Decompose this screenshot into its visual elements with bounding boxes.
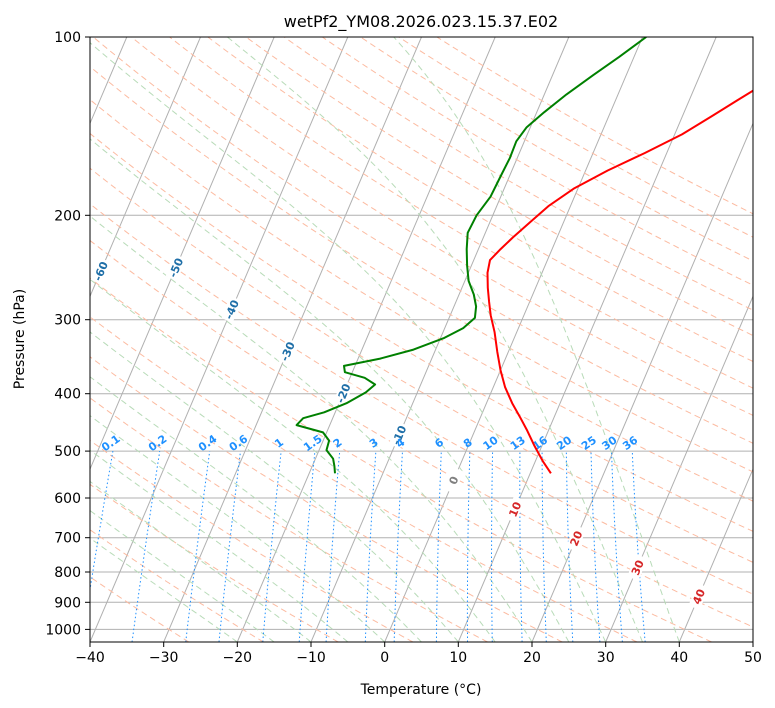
x-axis-label: Temperature (°C) bbox=[360, 682, 482, 698]
isotherm-line bbox=[90, 37, 275, 471]
isotherm-line bbox=[236, 37, 496, 642]
y-tick-label: 700 bbox=[54, 531, 81, 547]
dry-adiabat-line bbox=[90, 483, 339, 642]
dry-adiabat-line bbox=[90, 277, 712, 642]
x-tick-label: 0 bbox=[380, 650, 389, 666]
mixing-ratio-line bbox=[298, 451, 316, 642]
moist-adiabat-line bbox=[90, 376, 422, 642]
dry-adiabat-line bbox=[90, 132, 753, 532]
isotherm-label-bg bbox=[443, 466, 464, 494]
series-lines bbox=[295, 37, 753, 474]
moist-adiabat-line bbox=[90, 415, 386, 642]
mixing-ratio-line bbox=[262, 451, 282, 642]
plot-area bbox=[90, 37, 753, 642]
moist-adiabat-line bbox=[90, 449, 349, 642]
moist-adiabat-line bbox=[90, 138, 570, 642]
x-tick-label: 20 bbox=[523, 650, 541, 666]
isotherm-label-bg bbox=[688, 583, 709, 610]
dry-adiabat-line bbox=[283, 37, 753, 311]
plot-frame bbox=[89, 36, 754, 643]
moist-adiabat-line bbox=[90, 278, 496, 642]
dry-adiabat-line bbox=[90, 316, 638, 642]
dry-adiabat-line bbox=[90, 99, 753, 502]
x-tick-label: −40 bbox=[75, 650, 105, 666]
isotherm-line bbox=[90, 37, 201, 298]
dry-adiabat-line bbox=[245, 37, 753, 337]
x-tick-label: −10 bbox=[296, 650, 326, 666]
isotherm-line bbox=[163, 37, 422, 642]
isotherm-label: 20 bbox=[565, 525, 587, 552]
isotherm-label: 10 bbox=[504, 495, 526, 523]
dry-adiabat-line bbox=[92, 37, 753, 444]
y-tick-label: 1000 bbox=[45, 622, 81, 638]
mixing-ratio-line bbox=[631, 451, 646, 642]
mixing-ratio-line bbox=[131, 451, 161, 642]
moist-adiabat-line bbox=[90, 331, 459, 642]
chart-title: wetPf2_YM08.2026.023.15.37.E02 bbox=[284, 12, 558, 32]
isotherm-line bbox=[678, 467, 753, 642]
isotherm-line bbox=[384, 37, 643, 642]
y-tick-label: 100 bbox=[54, 30, 81, 46]
isotherm-label-text: 40 bbox=[690, 587, 708, 606]
x-tick-label: −20 bbox=[223, 650, 253, 666]
x-tick-label: 50 bbox=[744, 650, 762, 666]
background-lines bbox=[90, 37, 753, 642]
y-tick-label: 600 bbox=[54, 491, 81, 507]
y-axis: 100 200 300 400 500 600 700 800 900 1000 bbox=[45, 30, 90, 638]
dewpoint-line bbox=[295, 37, 647, 474]
isotherm-label-bg bbox=[565, 525, 587, 552]
isotherm-label-bg bbox=[388, 421, 410, 449]
x-tick-label: −30 bbox=[149, 650, 179, 666]
isotherm-label-bg bbox=[277, 338, 298, 365]
mixing-ratio-line bbox=[90, 451, 114, 593]
moist-adiabat-line bbox=[393, 37, 680, 642]
isotherm-label-bg bbox=[165, 254, 187, 281]
dry-adiabat-line bbox=[90, 529, 264, 642]
moist-adiabat-line bbox=[90, 480, 312, 642]
isotherm-label-bg bbox=[504, 495, 526, 523]
x-axis: −40 −30 −20 −10 0 10 20 30 40 50 bbox=[75, 642, 762, 666]
isotherm-label: 0 bbox=[443, 466, 464, 494]
dry-adiabat-line bbox=[90, 167, 753, 563]
dry-adiabat-line bbox=[90, 356, 563, 642]
dry-adiabat-line bbox=[131, 37, 753, 416]
y-tick-label: 400 bbox=[54, 387, 81, 403]
moist-adiabat-line bbox=[90, 215, 533, 642]
y-tick-label: 200 bbox=[54, 208, 81, 224]
moist-adiabat-line bbox=[90, 42, 607, 642]
isotherm-line bbox=[605, 295, 753, 642]
x-tick-label: 10 bbox=[449, 650, 467, 666]
x-tick-label: 40 bbox=[670, 650, 688, 666]
mixing-ratio-line bbox=[185, 451, 211, 642]
x-tick-label: 30 bbox=[597, 650, 615, 666]
isotherm-label-bg bbox=[333, 379, 354, 407]
mixing-ratio-line bbox=[218, 451, 241, 642]
y-tick-label: 300 bbox=[54, 313, 81, 329]
isotherm-label-bg bbox=[221, 296, 242, 323]
temperature-line bbox=[486, 89, 753, 474]
y-tick-label: 900 bbox=[54, 595, 81, 611]
isotherm-label-bg bbox=[627, 554, 648, 581]
y-axis-label: Pressure (hPa) bbox=[12, 289, 28, 389]
y-tick-label: 800 bbox=[54, 565, 81, 581]
isotherm-label-text: 20 bbox=[568, 529, 586, 548]
isotherm-label-text: 10 bbox=[506, 500, 524, 519]
isotherm-label-text: 30 bbox=[629, 558, 647, 577]
isotherm-label: 40 bbox=[688, 583, 709, 610]
isotherm-label-bg bbox=[90, 257, 111, 285]
isotherm-label: 30 bbox=[627, 554, 648, 581]
y-tick-label: 500 bbox=[54, 444, 81, 460]
dry-adiabat-line bbox=[90, 203, 753, 595]
